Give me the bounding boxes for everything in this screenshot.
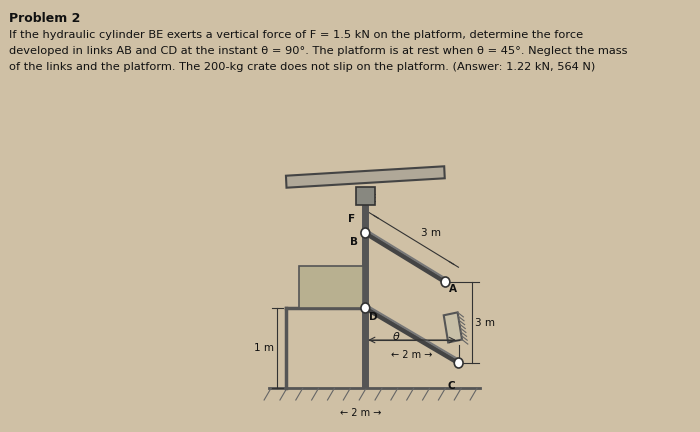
Text: 1 m: 1 m xyxy=(254,343,274,353)
Text: ← 2 m →: ← 2 m → xyxy=(340,408,382,418)
Text: G: G xyxy=(334,282,342,292)
Text: developed in links AB and CD at the instant θ = 90°. The platform is at rest whe: developed in links AB and CD at the inst… xyxy=(9,46,627,56)
Circle shape xyxy=(454,358,463,368)
Text: F: F xyxy=(348,214,355,224)
Text: Problem 2: Problem 2 xyxy=(9,12,80,25)
Polygon shape xyxy=(286,166,444,187)
Bar xyxy=(356,187,375,205)
Text: 3 m: 3 m xyxy=(475,318,496,327)
Text: ← 2 m →: ← 2 m → xyxy=(391,350,433,360)
Text: D: D xyxy=(369,312,377,322)
Circle shape xyxy=(361,228,370,238)
Text: If the hydraulic cylinder BE exerts a vertical force of F = 1.5 kN on the platfo: If the hydraulic cylinder BE exerts a ve… xyxy=(9,30,583,40)
Polygon shape xyxy=(444,312,462,343)
Text: E: E xyxy=(370,194,377,204)
Text: B: B xyxy=(350,237,358,247)
Bar xyxy=(300,266,363,308)
Text: C: C xyxy=(448,381,456,391)
Circle shape xyxy=(361,303,370,313)
Text: 3 m: 3 m xyxy=(421,228,441,238)
Circle shape xyxy=(441,277,450,287)
Text: $\theta$: $\theta$ xyxy=(392,330,400,342)
Text: A: A xyxy=(449,284,457,294)
Text: of the links and the platform. The 200-kg crate does not slip on the platform. (: of the links and the platform. The 200-k… xyxy=(9,62,595,72)
